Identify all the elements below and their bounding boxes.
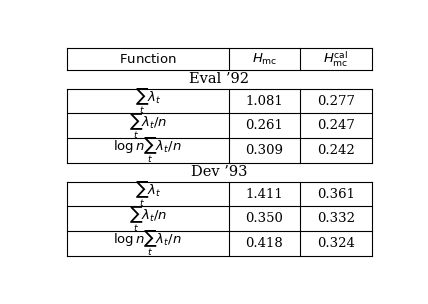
Text: $\log n \sum_t \lambda_t/n$: $\log n \sum_t \lambda_t/n$	[113, 228, 182, 258]
Text: 0.242: 0.242	[317, 144, 355, 157]
Text: 0.324: 0.324	[317, 237, 355, 250]
Text: $\log n \sum_t \lambda_t/n$: $\log n \sum_t \lambda_t/n$	[113, 136, 182, 165]
Text: $\sum_t \lambda_t$: $\sum_t \lambda_t$	[135, 86, 160, 116]
Text: 1.081: 1.081	[246, 95, 283, 108]
Text: $H_{\mathrm{mc}}^{\mathrm{cal}}$: $H_{\mathrm{mc}}^{\mathrm{cal}}$	[323, 49, 349, 69]
Text: 0.277: 0.277	[317, 95, 355, 108]
Text: 0.332: 0.332	[317, 212, 355, 225]
Text: 0.247: 0.247	[317, 119, 355, 132]
Text: 1.411: 1.411	[246, 188, 283, 201]
Text: 0.418: 0.418	[246, 237, 283, 250]
Text: 0.350: 0.350	[245, 212, 283, 225]
Text: $\sum_t \lambda_t$: $\sum_t \lambda_t$	[135, 179, 160, 209]
Text: 0.361: 0.361	[317, 188, 355, 201]
Text: Dev ’93: Dev ’93	[191, 165, 248, 179]
Text: 0.261: 0.261	[245, 119, 283, 132]
Text: $\sum_t \lambda_t/n$: $\sum_t \lambda_t/n$	[129, 111, 166, 141]
Text: $H_{\mathrm{mc}}$: $H_{\mathrm{mc}}$	[252, 51, 277, 67]
Text: $\sum_t \lambda_t/n$: $\sum_t \lambda_t/n$	[129, 204, 166, 233]
Text: $\mathrm{Function}$: $\mathrm{Function}$	[119, 52, 177, 66]
Text: 0.309: 0.309	[245, 144, 283, 157]
Text: Eval ’92: Eval ’92	[189, 72, 250, 86]
